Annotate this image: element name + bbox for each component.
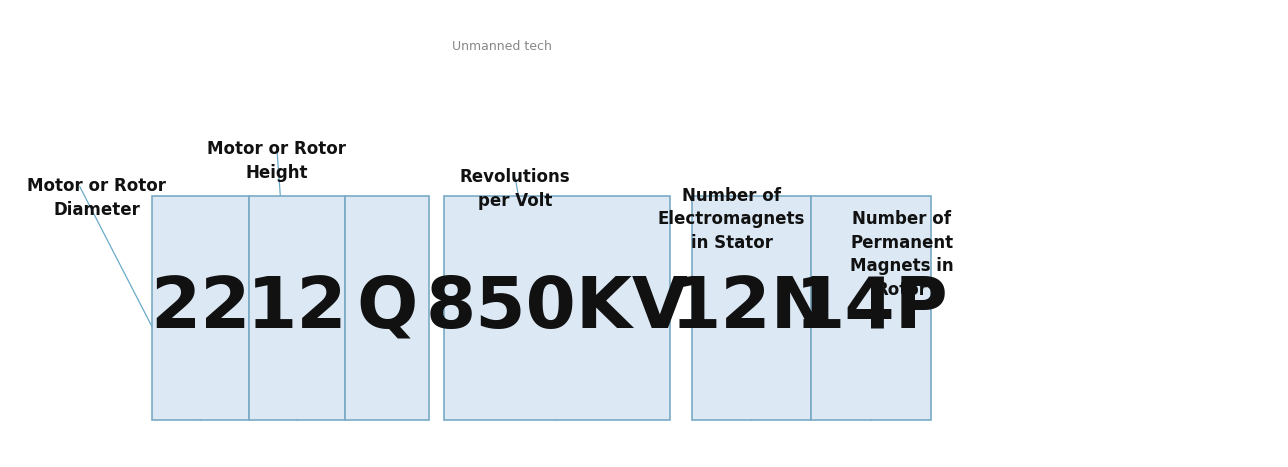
Text: Q: Q: [357, 274, 417, 343]
FancyBboxPatch shape: [444, 196, 670, 420]
Text: 12N: 12N: [671, 274, 832, 343]
Text: 14P: 14P: [795, 274, 948, 343]
Text: Unmanned tech: Unmanned tech: [452, 40, 553, 53]
Text: Number of
Electromagnets
in Stator: Number of Electromagnets in Stator: [658, 187, 805, 252]
FancyBboxPatch shape: [249, 196, 345, 420]
Text: 850KV: 850KV: [426, 274, 688, 343]
Text: Number of
Permanent
Magnets in
Rotor: Number of Permanent Magnets in Rotor: [850, 210, 953, 299]
FancyBboxPatch shape: [692, 196, 811, 420]
Text: Motor or Rotor
Height: Motor or Rotor Height: [207, 140, 346, 182]
Text: 22: 22: [149, 274, 251, 343]
FancyBboxPatch shape: [152, 196, 249, 420]
FancyBboxPatch shape: [345, 196, 429, 420]
Text: Motor or Rotor
Diameter: Motor or Rotor Diameter: [27, 177, 166, 219]
Text: 12: 12: [246, 274, 348, 343]
FancyBboxPatch shape: [811, 196, 931, 420]
Text: Revolutions
per Volt: Revolutions per Volt: [460, 168, 571, 210]
